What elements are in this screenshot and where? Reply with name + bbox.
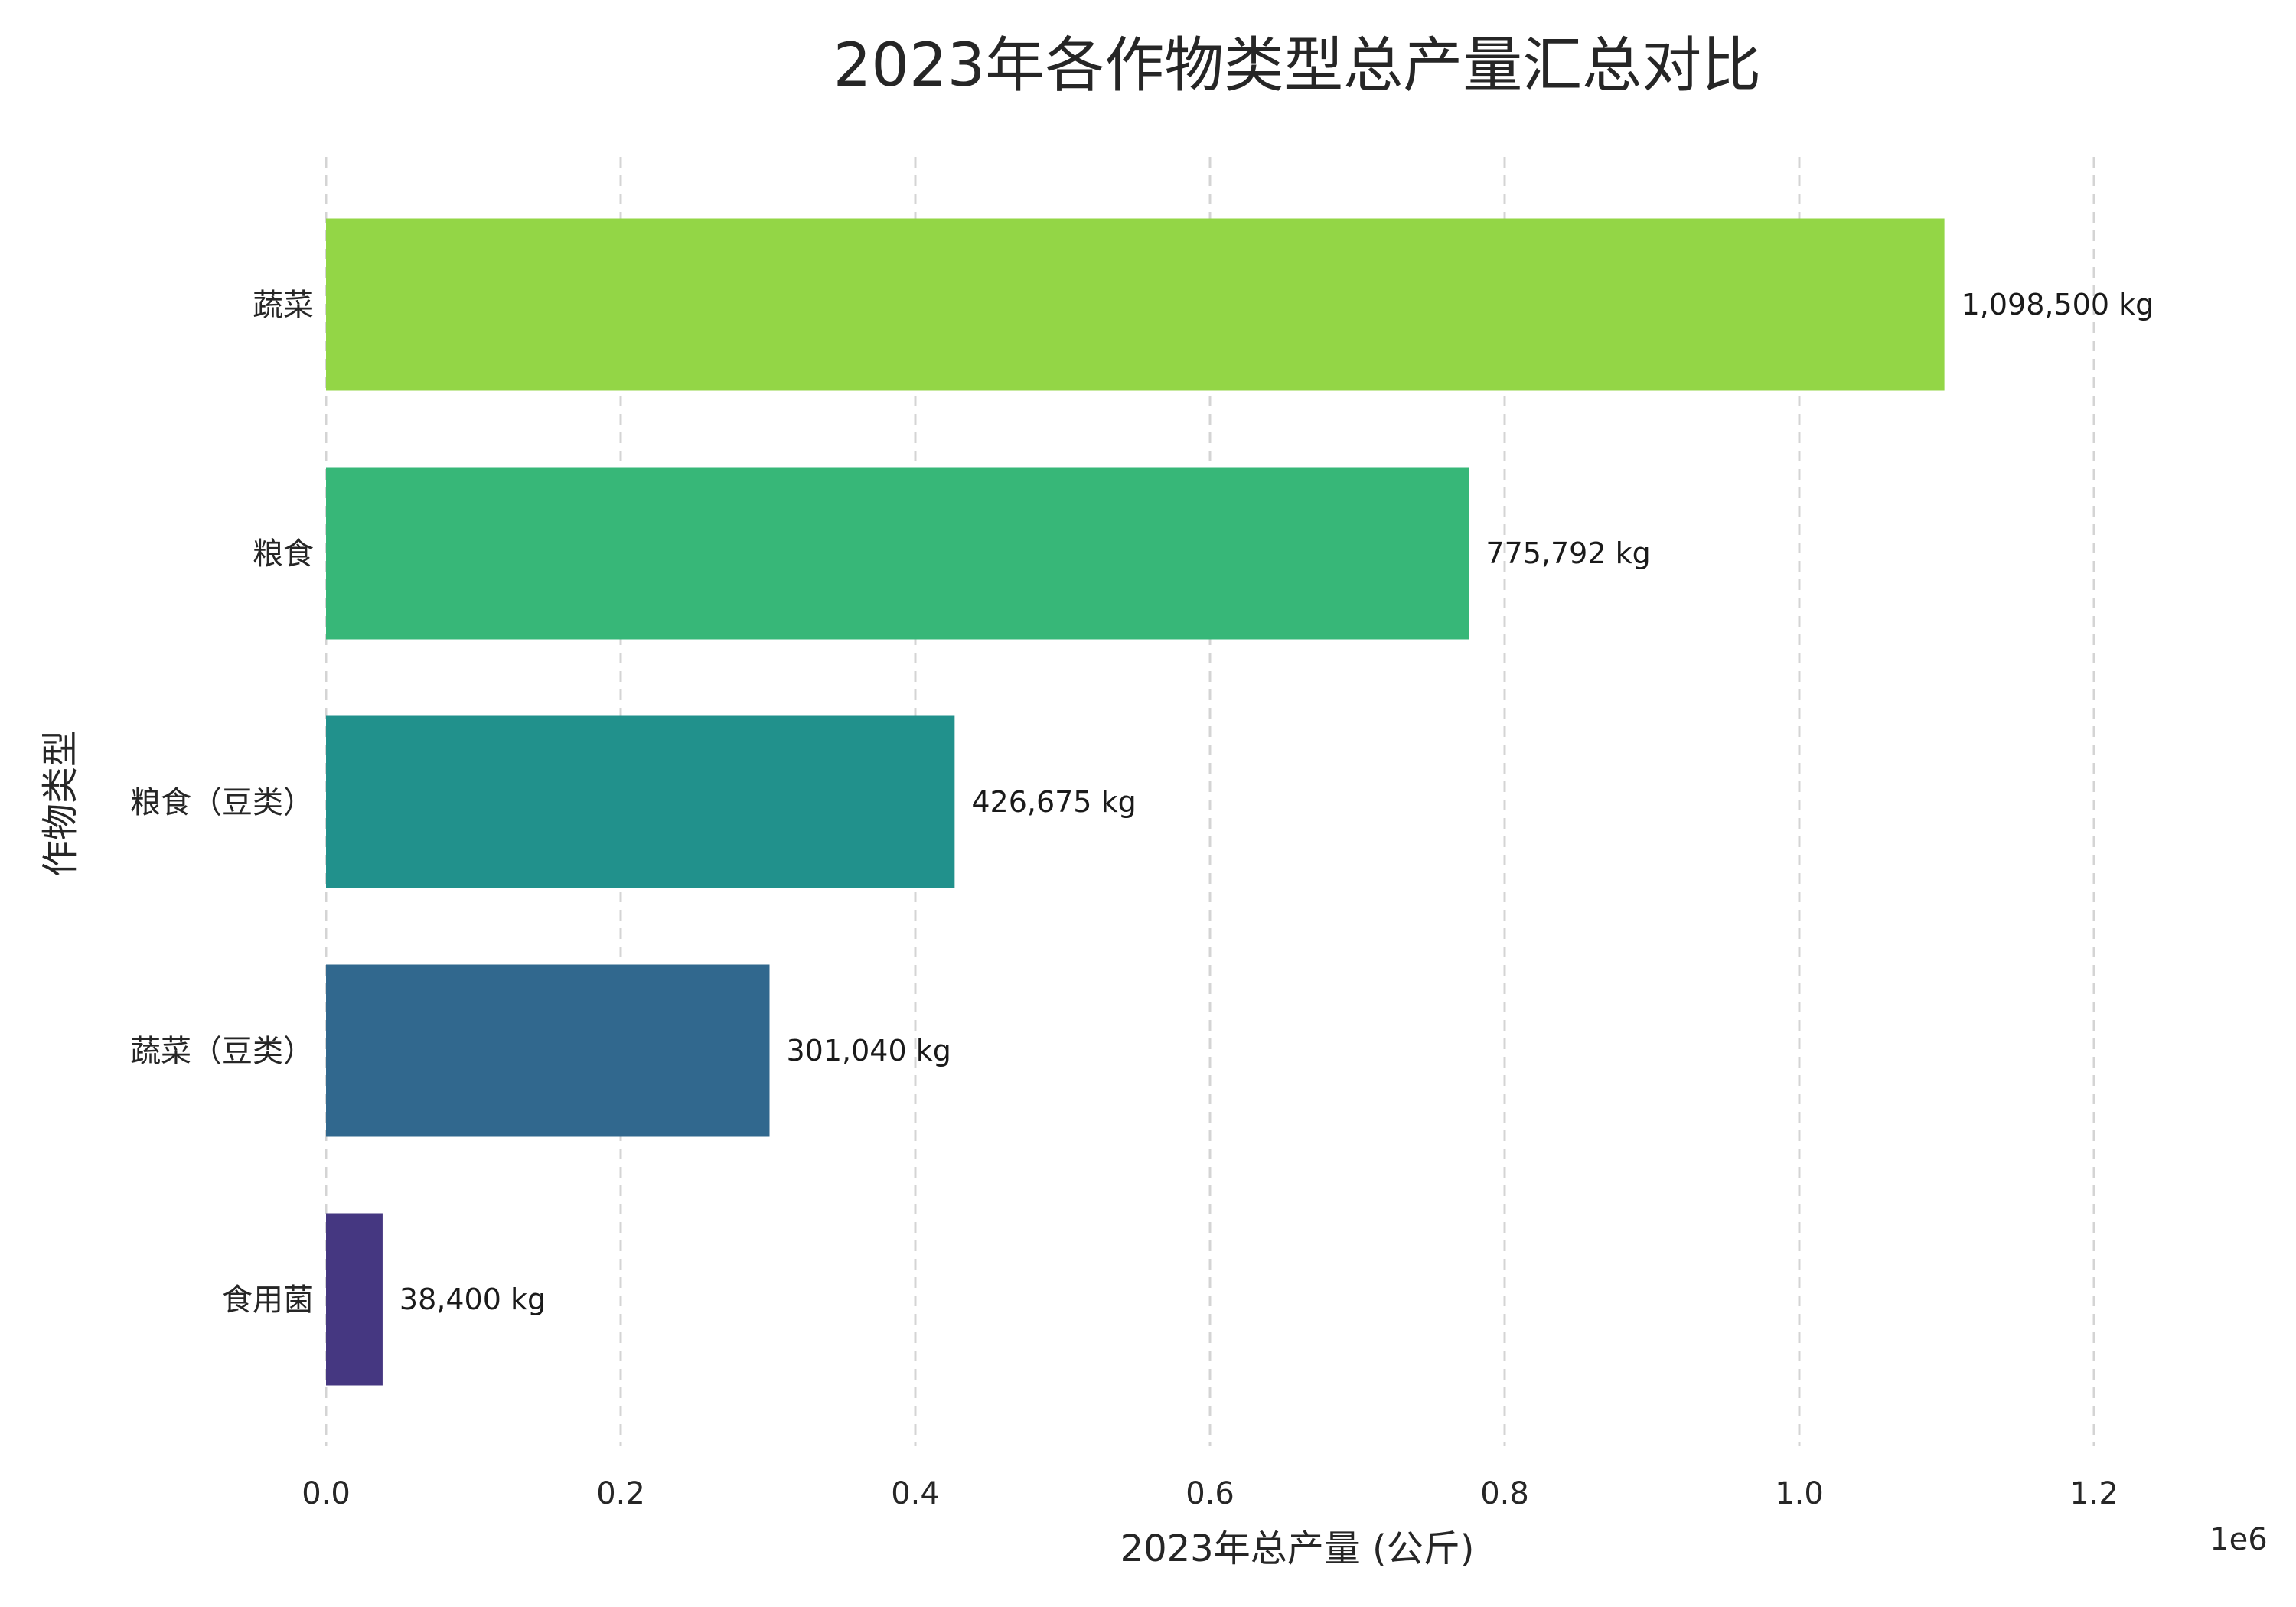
y-axis-title: 作物类型 xyxy=(39,730,82,877)
bar xyxy=(326,218,1945,391)
x-tick-label: 0.2 xyxy=(596,1476,645,1511)
chart-title: 2023年各作物类型总产量汇总对比 xyxy=(833,31,1762,100)
x-tick-label: 0.0 xyxy=(302,1476,351,1511)
bar-data-label: 426,675 kg xyxy=(971,785,1136,819)
bar xyxy=(326,964,770,1137)
bar-data-label: 38,400 kg xyxy=(400,1283,546,1316)
y-category-label: 食用菌 xyxy=(222,1283,314,1318)
bar-data-label: 1,098,500 kg xyxy=(1962,288,2154,321)
bar xyxy=(326,1213,383,1386)
x-axis-offset-label: 1e6 xyxy=(2210,1522,2268,1557)
bar-data-label: 301,040 kg xyxy=(787,1034,951,1068)
bars xyxy=(326,218,1945,1386)
bar xyxy=(326,467,1469,640)
labels: 0.0 0.2 0.4 0.6 0.8 1.0 1.2 蔬菜 1,098,500 kg 粮食 775… xyxy=(130,288,2154,1511)
x-axis-title: 2023年总产量 (公斤) xyxy=(1120,1527,1475,1570)
y-category-label: 粮食（豆类） xyxy=(130,785,314,820)
x-tick-label: 0.8 xyxy=(1480,1476,1529,1511)
bar-data-label: 775,792 kg xyxy=(1486,536,1650,570)
bar xyxy=(326,715,955,888)
y-category-label: 粮食 xyxy=(253,536,314,572)
y-category-label: 蔬菜（豆类） xyxy=(130,1034,314,1069)
y-category-label: 蔬菜 xyxy=(253,288,314,323)
x-tick-label: 0.4 xyxy=(891,1476,940,1511)
x-tick-label: 1.0 xyxy=(1775,1476,1824,1511)
x-tick-label: 1.2 xyxy=(2069,1476,2118,1511)
x-tick-label: 0.6 xyxy=(1186,1476,1234,1511)
